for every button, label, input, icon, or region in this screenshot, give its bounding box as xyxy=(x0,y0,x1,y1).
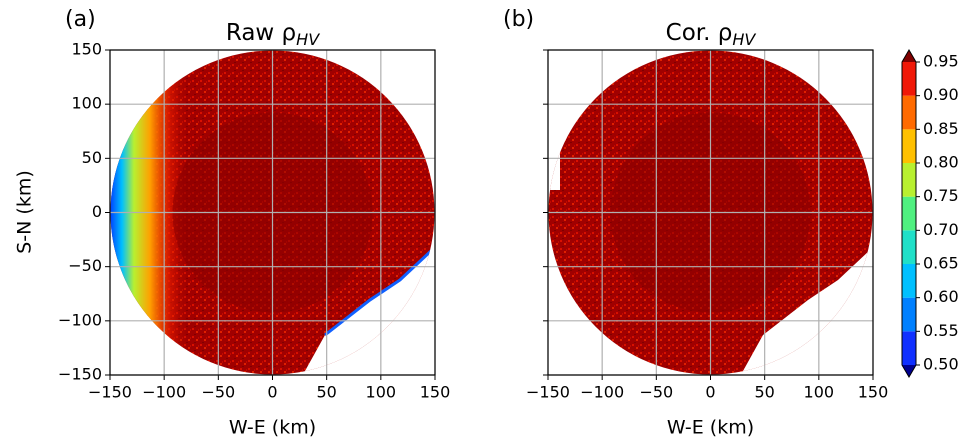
x-tick-label: 0 xyxy=(705,383,715,402)
colorbar-tick-label: 0.65 xyxy=(923,254,959,273)
x-tick-label: 100 xyxy=(804,383,835,402)
y-tick-label: 0 xyxy=(92,202,102,221)
title-subscript: HV xyxy=(296,30,320,49)
x-tick-label: −50 xyxy=(201,383,235,402)
colorbar-tick-label: 0.90 xyxy=(923,85,959,104)
x-tick-label: 100 xyxy=(366,383,397,402)
x-tick-label: −150 xyxy=(88,383,132,402)
title-text: Raw ρ xyxy=(226,20,296,46)
colorbar-tick-label: 0.70 xyxy=(923,220,959,239)
x-tick-label: 150 xyxy=(420,383,451,402)
x-tick-label: 150 xyxy=(858,383,889,402)
colorbar-under xyxy=(902,365,916,377)
colorbar-bin xyxy=(902,297,916,332)
title-text: Cor. ρ xyxy=(666,20,733,46)
title-subscript: HV xyxy=(732,30,756,49)
x-tick-label: −150 xyxy=(526,383,570,402)
colorbar-tick-label: 0.60 xyxy=(923,287,959,306)
y-tick-label: 100 xyxy=(71,94,102,113)
panel-title: Cor. ρHV xyxy=(666,20,757,49)
x-tick-label: 50 xyxy=(316,383,336,402)
y-tick-label: −100 xyxy=(58,310,102,329)
colorbar-over xyxy=(902,50,916,62)
panel-label: (b) xyxy=(503,7,534,32)
colorbar-tick-label: 0.75 xyxy=(923,186,959,205)
panel-label: (a) xyxy=(65,7,96,32)
y-tick-label: 50 xyxy=(82,148,102,167)
colorbar-tick-label: 0.95 xyxy=(923,52,959,71)
colorbar-bin xyxy=(902,264,916,298)
x-tick-label: 50 xyxy=(754,383,774,402)
colorbar-bin xyxy=(902,331,916,365)
y-tick-label: 150 xyxy=(71,40,102,59)
colorbar-bin xyxy=(902,230,916,264)
colorbar-tick-label: 0.50 xyxy=(923,355,959,374)
colorbar-bin xyxy=(902,196,916,231)
colorbar-bin xyxy=(902,163,916,197)
x-tick-label: −50 xyxy=(639,383,673,402)
y-axis-label: S-N (km) xyxy=(14,170,36,254)
axes-frame xyxy=(109,49,436,376)
radar-field-b xyxy=(548,50,873,375)
colorbar-tick-label: 0.85 xyxy=(923,119,959,138)
colorbar-bin xyxy=(902,95,916,130)
axes-frame xyxy=(547,49,874,376)
x-tick-label: −100 xyxy=(580,383,624,402)
x-axis-label: W-E (km) xyxy=(667,417,754,439)
colorbar-bin xyxy=(902,62,916,96)
colorbar-bin xyxy=(902,129,916,163)
y-tick-label: −50 xyxy=(68,256,102,275)
x-tick-label: −100 xyxy=(142,383,186,402)
x-tick-label: 0 xyxy=(267,383,277,402)
y-tick-label: −150 xyxy=(58,365,102,384)
colorbar-tick-label: 0.55 xyxy=(923,321,959,340)
x-axis-label: W-E (km) xyxy=(229,417,316,439)
panel-title: Raw ρHV xyxy=(226,20,320,49)
radar-field-a xyxy=(110,50,435,375)
colorbar-tick-label: 0.80 xyxy=(923,153,959,172)
